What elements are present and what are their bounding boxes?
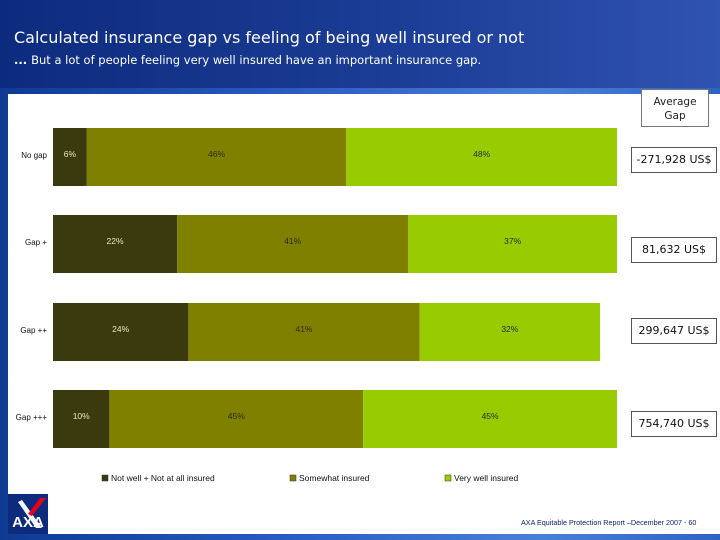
bar-1-1 [53,128,87,186]
data-label-4-1: 10% [73,411,90,421]
axa-logo-mark: AXA [12,498,46,531]
bar-3-3 [419,303,601,361]
average-gap-value-1: -271,928 US$ [631,147,717,173]
bar-3-2 [188,303,420,361]
average-gap-value-2: 81,632 US$ [631,237,717,263]
category-label-2: Gap + [25,238,47,247]
slide-subtitle: ... But a lot of people feeling very well… [14,53,481,67]
data-label-1-2: 46% [208,149,225,159]
bar-4-2 [109,390,364,448]
legend-swatch-3 [444,474,452,482]
data-label-4-2: 45% [228,411,245,421]
legend-label-3: Very well insured [454,473,519,483]
data-label-1-3: 48% [473,149,490,159]
data-label-3-1: 24% [112,324,129,334]
bar-3-1 [53,303,189,361]
bar-2-1 [53,215,178,273]
subtitle-text: But a lot of people feeling very well in… [31,53,482,67]
data-label-2-3: 37% [504,236,521,246]
data-label-2-2: 41% [284,236,301,246]
legend-swatch-2 [289,474,297,482]
legend-swatch-1 [101,474,109,482]
axa-logo-text: AXA [12,514,44,531]
average-gap-header: Average Gap [641,89,709,127]
footer-text: AXA Equitable Protection Report –Decembe… [521,518,697,527]
bar-4-1 [53,390,110,448]
category-label-4: Gap +++ [16,413,48,422]
subtitle-ellipsis: ... [14,53,28,67]
axa-logo: AXA [8,494,48,534]
data-label-1-1: 6% [64,149,77,159]
bar-2-2 [177,215,409,273]
header-bar: Calculated insurance gap vs feeling of b… [0,0,720,88]
average-gap-value-3: 299,647 US$ [631,318,717,344]
data-label-3-2: 41% [295,324,312,334]
data-label-3-3: 32% [501,324,518,334]
category-label-1: No gap [21,151,47,160]
bar-1-2 [86,128,347,186]
data-label-4-3: 45% [482,411,499,421]
slide-title: Calculated insurance gap vs feeling of b… [14,28,525,47]
legend-label-1: Not well + Not at all insured [111,473,215,483]
legend-label-2: Somewhat insured [299,473,370,483]
average-gap-value-4: 754,740 US$ [631,411,717,437]
data-label-2-1: 22% [107,236,124,246]
bar-2-3 [408,215,617,273]
bar-4-3 [363,390,617,448]
category-label-3: Gap ++ [20,326,47,335]
bar-1-3 [346,128,617,186]
